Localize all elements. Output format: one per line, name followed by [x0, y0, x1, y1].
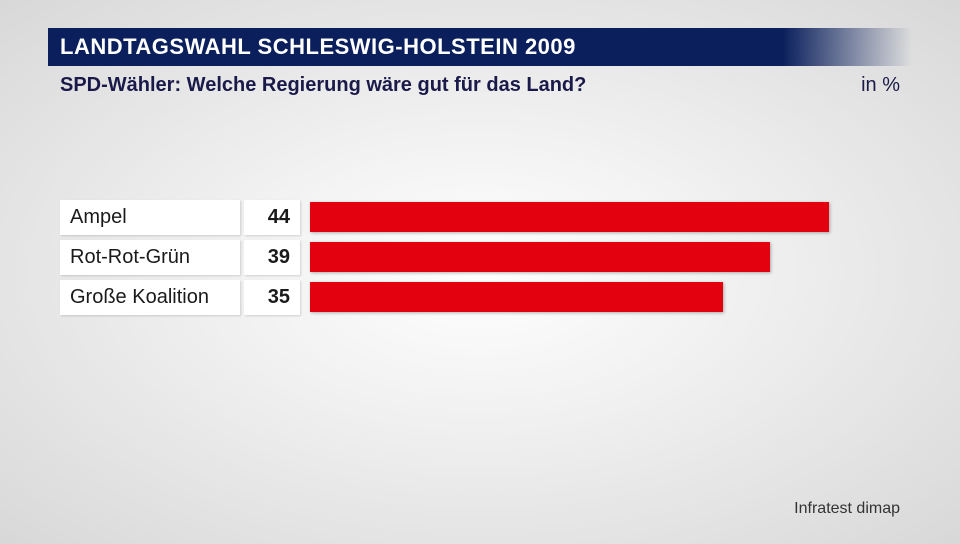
- row-label: Rot-Rot-Grün: [60, 240, 240, 275]
- chart-row: Rot-Rot-Grün 39: [60, 240, 900, 274]
- header: LANDTAGSWAHL SCHLESWIG-HOLSTEIN 2009 SPD…: [48, 28, 912, 97]
- unit-label: in %: [861, 74, 900, 97]
- row-label: Ampel: [60, 200, 240, 235]
- chart-row: Ampel 44: [60, 200, 900, 234]
- bar: [310, 202, 829, 232]
- bar-track: [310, 282, 900, 312]
- source-label: Infratest dimap: [794, 500, 900, 518]
- bar-chart: Ampel 44 Rot-Rot-Grün 39 Große Koalition…: [60, 200, 900, 320]
- bar: [310, 242, 770, 272]
- row-value: 35: [244, 280, 300, 315]
- row-label: Große Koalition: [60, 280, 240, 315]
- bar: [310, 282, 723, 312]
- row-value: 44: [244, 200, 300, 235]
- row-value: 39: [244, 240, 300, 275]
- chart-row: Große Koalition 35: [60, 280, 900, 314]
- bar-track: [310, 202, 900, 232]
- subtitle-row: SPD-Wähler: Welche Regierung wäre gut fü…: [48, 70, 912, 97]
- subtitle: SPD-Wähler: Welche Regierung wäre gut fü…: [60, 74, 586, 97]
- bar-track: [310, 242, 900, 272]
- page-title: LANDTAGSWAHL SCHLESWIG-HOLSTEIN 2009: [48, 28, 912, 66]
